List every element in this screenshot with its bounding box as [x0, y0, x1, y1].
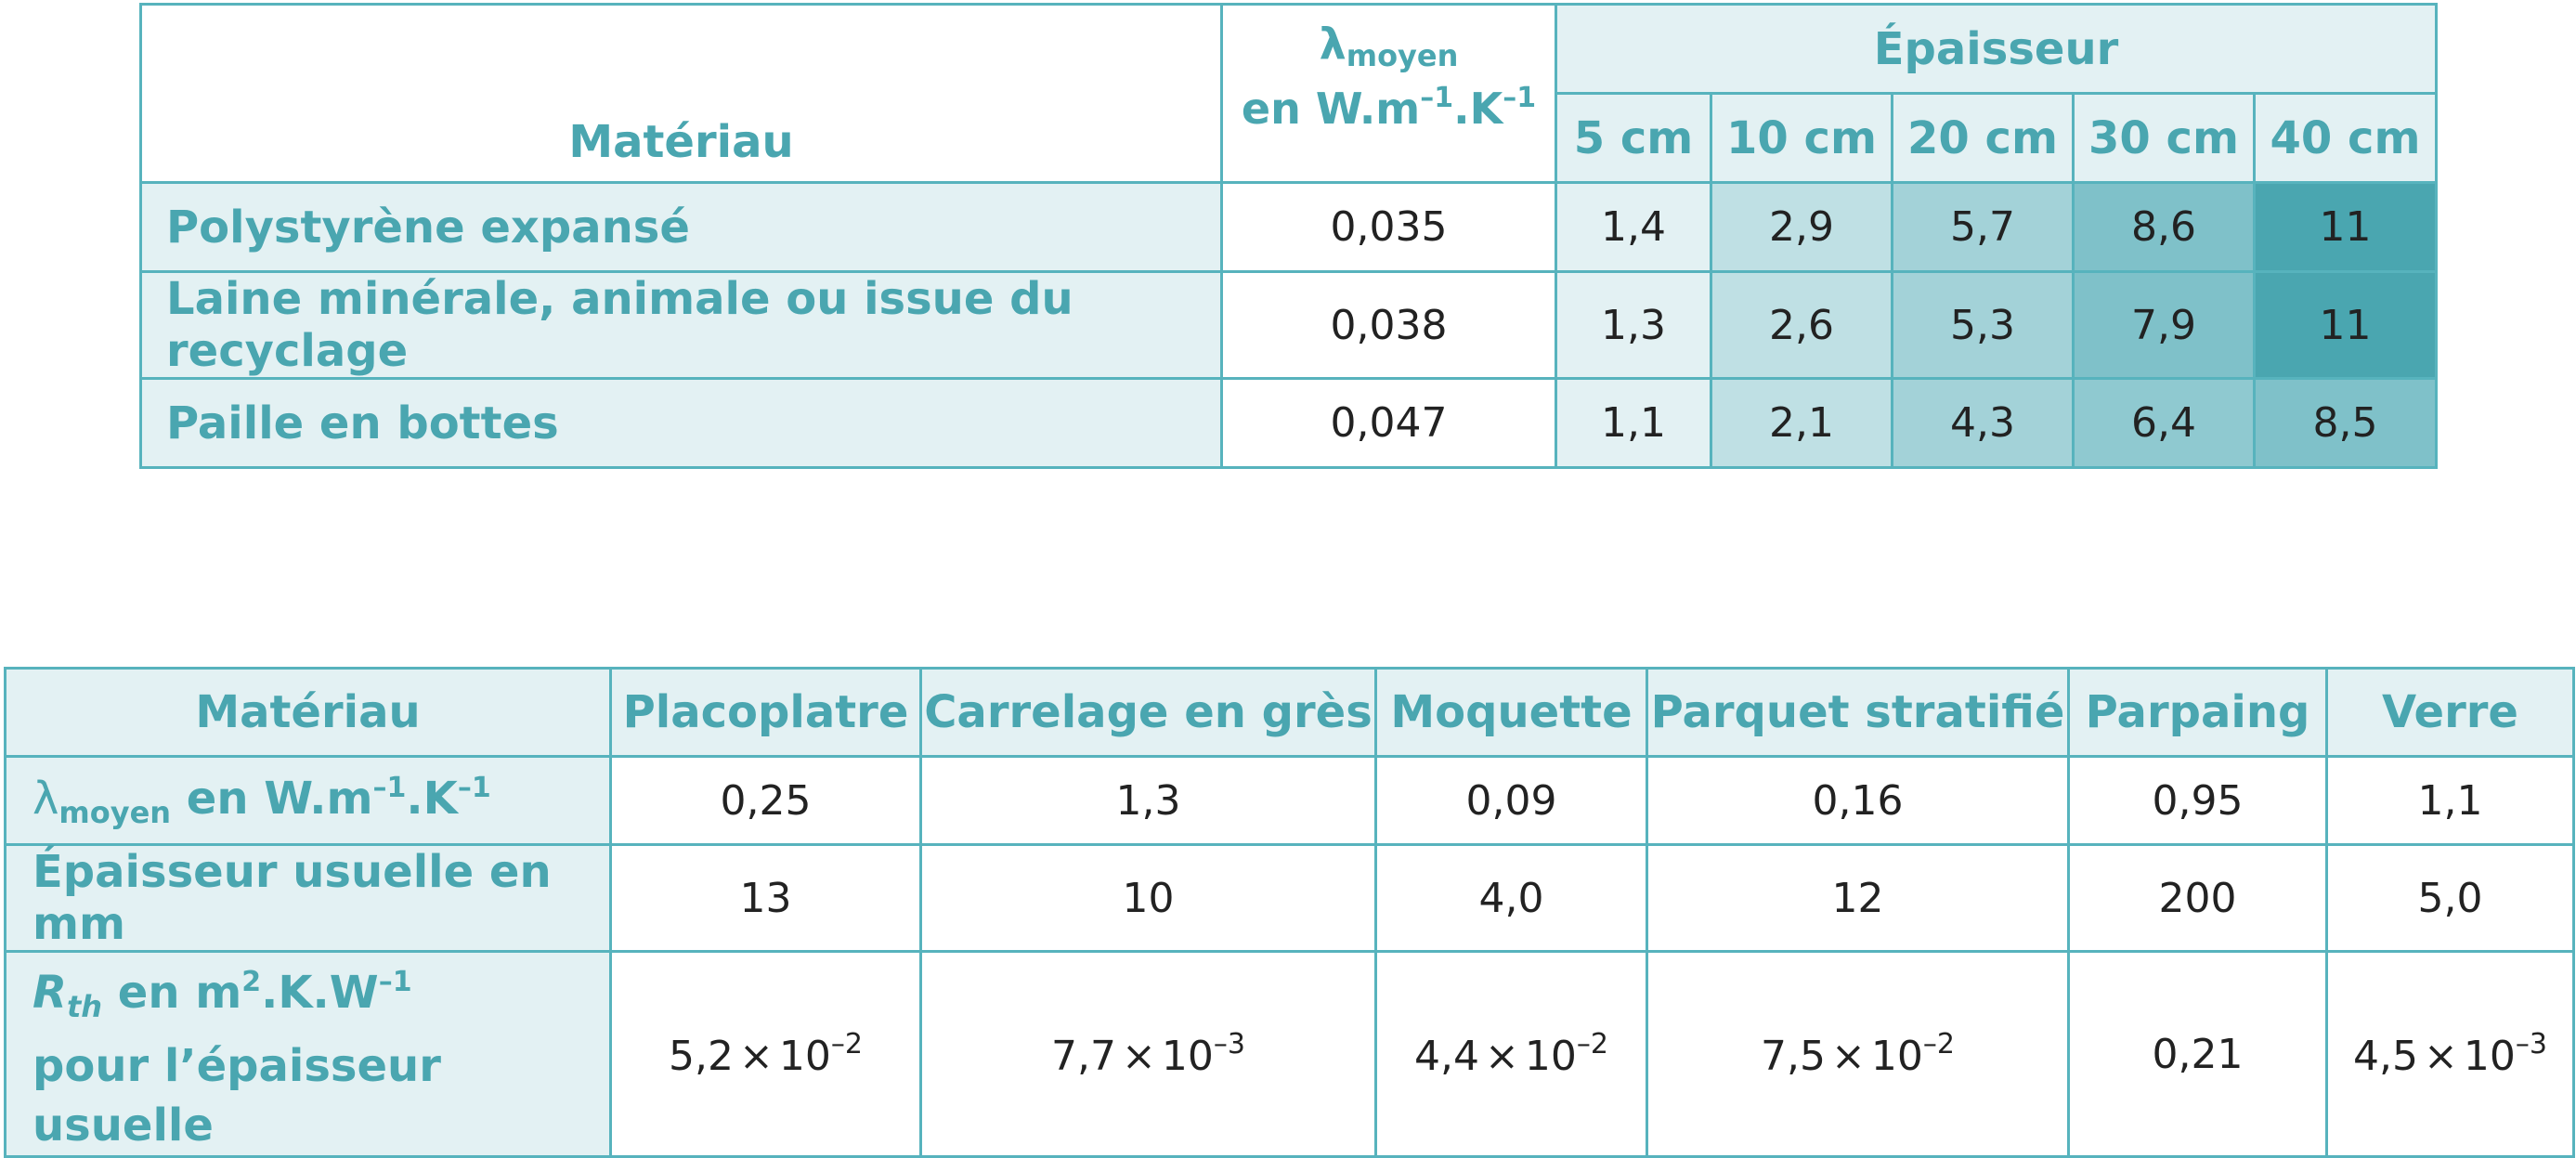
resistance-value: 6,4 — [2072, 377, 2256, 469]
lambda-cell: 0,16 — [1646, 755, 2070, 846]
resistance-value: 7,9 — [2072, 270, 2256, 380]
lambda-cell: 1,3 — [919, 755, 1377, 846]
thickness-col-2: 10 cm — [1710, 92, 1893, 184]
thickness-cell: 12 — [1646, 843, 2070, 953]
resistance-value: 2,1 — [1710, 377, 1893, 469]
material-col-2: Carrelage en grès — [919, 667, 1377, 758]
resistance-value: 2,6 — [1710, 270, 1893, 380]
thermal-resistance-table: Matériau λmoyen en W.m–1.K–1 Épaisseur 5… — [139, 3, 2439, 469]
material-col-3: Moquette — [1374, 667, 1648, 758]
usual-thickness-label: Épaisseur usuelle en mm — [4, 843, 612, 953]
thickness-header: Épaisseur — [1554, 3, 2439, 95]
resistance-value: 1,3 — [1555, 270, 1712, 380]
lambda-unit: en W.m–1.K–1 — [1241, 82, 1537, 134]
rth-mantissa: 4,4 — [1414, 1033, 1479, 1080]
rth-base: 10 — [1524, 1033, 1577, 1080]
rth-mantissa: 7,7 — [1051, 1033, 1116, 1080]
rth-exp: –3 — [2515, 1028, 2547, 1060]
rth-times: × — [739, 1033, 774, 1080]
rth-mantissa: 4,5 — [2353, 1033, 2418, 1080]
thickness-col-5: 40 cm — [2252, 92, 2439, 184]
rth-times: × — [1485, 1033, 1519, 1080]
resistance-value: 2,9 — [1710, 181, 1893, 273]
material-name: Laine minérale, animale ou issue du recy… — [139, 270, 1223, 380]
thickness-columns-row: 5 cm 10 cm 20 cm 30 cm 40 cm — [141, 92, 2439, 184]
rth-base: 10 — [2463, 1033, 2516, 1080]
material-name: Polystyrène expansé — [139, 181, 1223, 273]
table1-row: Laine minérale, animale ou issue du recy… — [139, 270, 2439, 380]
lambda-cell: 0,09 — [1374, 755, 1648, 846]
material-header: Matériau — [139, 3, 1223, 184]
thickness-cell: 10 — [919, 843, 1377, 953]
rth-cell: 0,21 — [2067, 950, 2328, 1158]
thickness-cell: 5,0 — [2325, 843, 2575, 953]
rth-base: 10 — [1161, 1033, 1214, 1080]
thickness-cell: 13 — [609, 843, 922, 953]
rth-exp: –2 — [830, 1028, 863, 1060]
lambda-cell: 0,25 — [609, 755, 922, 846]
lambda-value: 0,038 — [1220, 270, 1557, 380]
resistance-value: 5,3 — [1891, 270, 2075, 380]
rth-row: Rth en m2.K.W–1 pour l’épaisseur usuelle … — [4, 950, 2575, 1158]
resistance-value: 11 — [2252, 270, 2439, 380]
lambda-header: λmoyen en W.m–1.K–1 — [1220, 3, 1557, 184]
thickness-col-4: 30 cm — [2072, 92, 2256, 184]
thickness-col-3: 20 cm — [1891, 92, 2075, 184]
usual-thickness-row: Épaisseur usuelle en mm 13 10 4,0 12 200 5,0 — [4, 843, 2575, 953]
resistance-value: 11 — [2252, 181, 2439, 273]
table1-row: Paille en bottes 0,047 1,1 2,1 4,3 6,4 8,5 — [139, 377, 2439, 469]
rth-mantissa: 5,2 — [669, 1033, 734, 1080]
resistance-value: 8,5 — [2252, 377, 2439, 469]
lambda-cell: 1,1 — [2325, 755, 2575, 846]
resistance-value: 8,6 — [2072, 181, 2256, 273]
rth-exp: –2 — [1576, 1028, 1608, 1060]
material-col-1: Placoplatre — [609, 667, 922, 758]
lambda-row-label: λmoyen en W.m–1.K–1 — [4, 755, 612, 846]
resistance-value: 1,1 — [1555, 377, 1712, 469]
lambda-symbol: λ — [1319, 19, 1347, 69]
thickness-cell: 4,0 — [1374, 843, 1648, 953]
rth-times: × — [2424, 1033, 2458, 1080]
lambda-value: 0,047 — [1220, 377, 1557, 469]
rth-exp: –2 — [1922, 1028, 1955, 1060]
resistance-value: 5,7 — [1891, 181, 2075, 273]
resistance-value: 4,3 — [1891, 377, 2075, 469]
table2-material-header: Matériau — [4, 667, 612, 758]
material-col-6: Verre — [2325, 667, 2575, 758]
rth-base: 10 — [778, 1033, 831, 1080]
lambda-sub: moyen — [1346, 38, 1459, 73]
table1-row: Polystyrène expansé 0,035 1,4 2,9 5,7 8,6 11 — [139, 181, 2439, 273]
rth-row-label: Rth en m2.K.W–1 pour l’épaisseur usuelle — [4, 950, 612, 1158]
thickness-cell: 200 — [2067, 843, 2328, 953]
lambda-cell: 0,95 — [2067, 755, 2328, 846]
thickness-col-1: 5 cm — [1555, 92, 1712, 184]
rth-cell: 5,2 × 10–2 — [609, 950, 922, 1158]
rth-cell: 7,7 × 10–3 — [919, 950, 1377, 1158]
materials-properties-table: Matériau Placoplatre Carrelage en grès Moq… — [4, 667, 2575, 1158]
rth-times: × — [1831, 1033, 1866, 1080]
rth-cell: 4,5 × 10–3 — [2325, 950, 2575, 1158]
material-col-5: Parpaing — [2067, 667, 2328, 758]
material-name: Paille en bottes — [139, 377, 1223, 469]
rth-exp: –3 — [1213, 1028, 1245, 1060]
rth-mantissa: 7,5 — [1761, 1033, 1826, 1080]
rth-base: 10 — [1870, 1033, 1923, 1080]
rth-times: × — [1122, 1033, 1156, 1080]
lambda-value: 0,035 — [1220, 181, 1557, 273]
lambda-row: λmoyen en W.m–1.K–1 0,25 1,3 0,09 0,16 0,95 1… — [4, 755, 2575, 846]
rth-cell: 7,5 × 10–2 — [1646, 950, 2070, 1158]
rth-cell: 4,4 × 10–2 — [1374, 950, 1648, 1158]
material-col-4: Parquet stratifié — [1646, 667, 2070, 758]
resistance-value: 1,4 — [1555, 181, 1712, 273]
table2-header-row: Matériau Placoplatre Carrelage en grès Moq… — [4, 667, 2575, 758]
